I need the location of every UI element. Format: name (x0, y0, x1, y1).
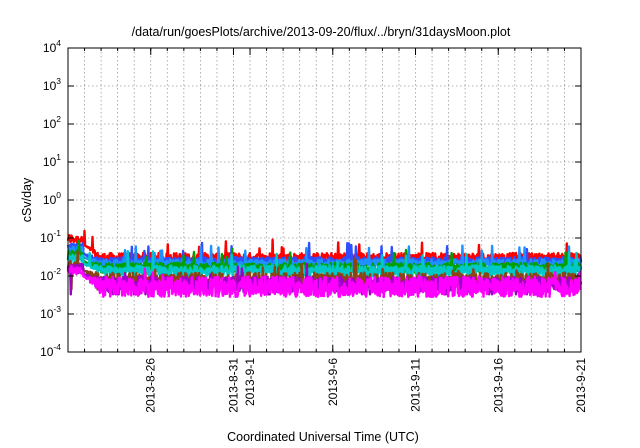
x-tick-label: 2013-8-26 (144, 358, 158, 413)
x-tick-label: 2013-9-16 (491, 358, 505, 413)
y-axis: 10-4 10-3 10-2 10-1 100 101 102 103 104 (40, 38, 581, 359)
y-tick-label: 10-4 (40, 342, 61, 359)
y-tick-label: 103 (43, 76, 61, 93)
y-tick-label: 104 (43, 38, 61, 55)
series-layer (66, 229, 583, 299)
x-tick-label: 2013-9-1 (243, 358, 257, 406)
x-tick-label: 2013-8-31 (226, 358, 240, 413)
grid (68, 48, 581, 352)
y-tick-label: 102 (43, 114, 61, 131)
x-axis: 2013-8-26 2013-8-31 2013-9-1 2013-9-6 2013-9… (84, 48, 588, 413)
y-tick-label: 100 (43, 190, 61, 207)
series-line (66, 264, 582, 299)
y-tick-label: 10-2 (40, 266, 61, 283)
y-axis-label: cSv/day (20, 177, 34, 222)
y-tick-label: 101 (43, 152, 61, 169)
y-tick-label: 10-1 (40, 228, 61, 245)
y-tick-label: 10-3 (40, 304, 61, 321)
x-axis-label: Coordinated Universal Time (UTC) (227, 430, 419, 444)
x-tick-label: 2013-9-21 (574, 358, 588, 413)
x-tick-label: 2013-9-11 (409, 358, 423, 412)
x-tick-label: 2013-9-6 (326, 358, 340, 406)
chart-title: /data/run/goesPlots/archive/2013-09-20/f… (132, 25, 511, 39)
